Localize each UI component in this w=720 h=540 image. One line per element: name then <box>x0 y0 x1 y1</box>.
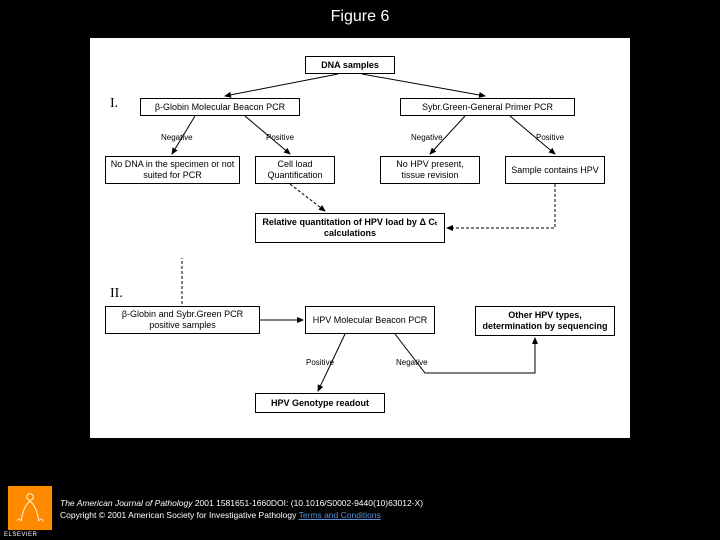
node-cell-load: Cell load Quantification <box>255 156 335 184</box>
edge-label-bglobin-pos: Positive <box>265 133 295 142</box>
copyright-text: Copyright © 2001 American Society for In… <box>60 510 299 520</box>
node-sybr-pcr: Sybr.Green-General Primer PCR <box>400 98 575 116</box>
citation-text: 2001 1581651-1660DOI: (10.1016/S0002-944… <box>192 498 423 508</box>
node-dna-samples: DNA samples <box>305 56 395 74</box>
publisher-logo <box>8 486 52 530</box>
node-positive-samples: β-Globin and Sybr.Green PCR positive sam… <box>105 306 260 334</box>
edge-label-sybr-pos: Positive <box>535 133 565 142</box>
edge-label-beacon-neg: Negative <box>395 358 429 367</box>
edge-label-bglobin-neg: Negative <box>160 133 194 142</box>
citation-footer: The American Journal of Pathology 2001 1… <box>60 498 710 522</box>
node-no-hpv: No HPV present, tissue revision <box>380 156 480 184</box>
flowchart-panel: I. II. DNA samples β-Globin Molecular Be… <box>90 38 630 438</box>
journal-name: The American Journal of Pathology <box>60 498 192 508</box>
section-label-two: II. <box>110 286 123 302</box>
node-readout: HPV Genotype readout <box>255 393 385 413</box>
node-no-dna: No DNA in the specimen or not suited for… <box>105 156 240 184</box>
node-relative-quant: Relative quantitation of HPV load by Δ C… <box>255 213 445 243</box>
edge-label-sybr-neg: Negative <box>410 133 444 142</box>
node-contains-hpv: Sample contains HPV <box>505 156 605 184</box>
node-bglobin-pcr: β-Globin Molecular Beacon PCR <box>140 98 300 116</box>
figure-title: Figure 6 <box>0 0 720 34</box>
node-other-hpv: Other HPV types, determination by sequen… <box>475 306 615 336</box>
section-label-one: I. <box>110 96 118 112</box>
node-hpv-beacon: HPV Molecular Beacon PCR <box>305 306 435 334</box>
publisher-name: ELSEVIER <box>4 532 37 538</box>
edge-label-beacon-pos: Positive <box>305 358 335 367</box>
terms-link[interactable]: Terms and Conditions <box>299 510 381 520</box>
